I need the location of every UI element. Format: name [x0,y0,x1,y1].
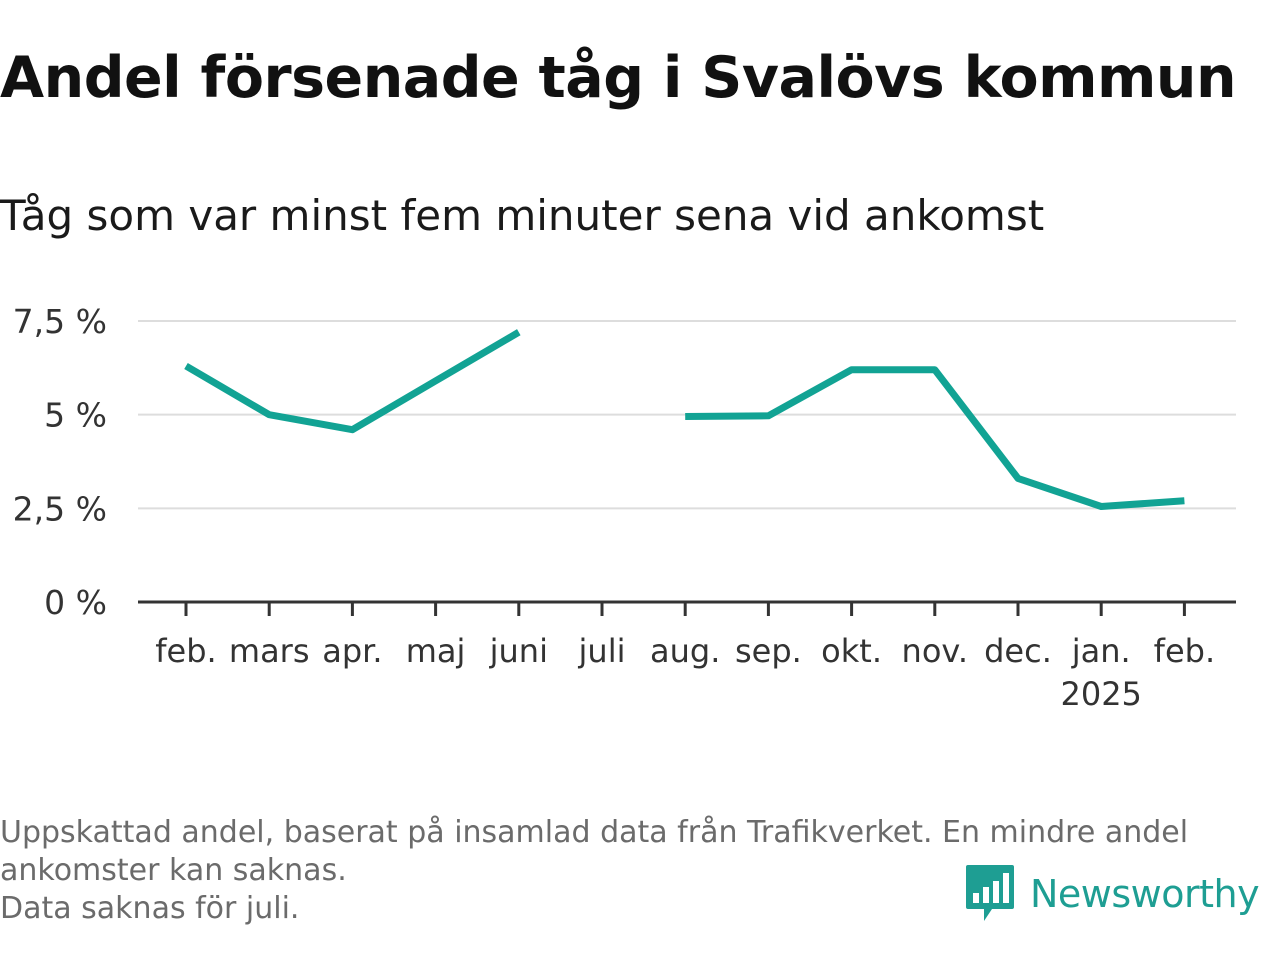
footnote-line-1: Uppskattad andel, baserat på insamlad da… [0,815,1189,850]
x-tick-label: aug. [650,632,720,670]
series-line-segment [184,329,521,434]
x-tick-label: maj [406,632,466,670]
series-line-segment [685,366,1185,510]
brand-logo: Newsworthy [964,862,1260,926]
chart-subtitle: Tåg som var minst fem minuter sena vid a… [0,191,1045,240]
x-tick-label: juni [489,632,548,670]
y-axis-ticks: 0 % 2,5 % 5 % 7,5 % [13,302,107,622]
footnote-line-2: ankomster kan saknas. [0,853,347,888]
footnote: Uppskattad andel, baserat på insamlad da… [0,814,1270,928]
x-tick-label: mars [229,632,310,670]
x-tick-year-label: 2025 [1060,675,1141,713]
x-tick-label: feb. [155,632,216,670]
chart-title: Andel försenade tåg i Svalövs kommun [0,45,1237,111]
line-chart: 0 % 2,5 % 5 % 7,5 % feb. mars apr. maj juni juli… [13,302,1236,713]
x-tick-label: sep. [735,632,802,670]
x-tick-label: nov. [902,632,968,670]
y-tick-label: 2,5 % [13,489,107,528]
x-tick-label: feb. [1154,632,1215,670]
y-tick-label: 0 % [44,583,107,622]
brand-name: Newsworthy [1030,872,1260,916]
x-axis-ticks: feb. mars apr. maj juni juli aug. sep. okt. nov. d… [155,602,1215,713]
y-tick-label: 7,5 % [13,302,107,341]
y-tick-label: 5 % [44,396,107,435]
footnote-line-3: Data saknas för juli. [0,891,300,926]
x-tick-label: juli [578,632,626,670]
series-lines [184,329,1185,510]
x-tick-label: dec. [984,632,1052,670]
x-tick-label: okt. [821,632,882,670]
x-tick-label: apr. [322,632,382,670]
x-tick-label: jan. [1071,632,1131,670]
newsworthy-logo-icon [966,865,1014,921]
